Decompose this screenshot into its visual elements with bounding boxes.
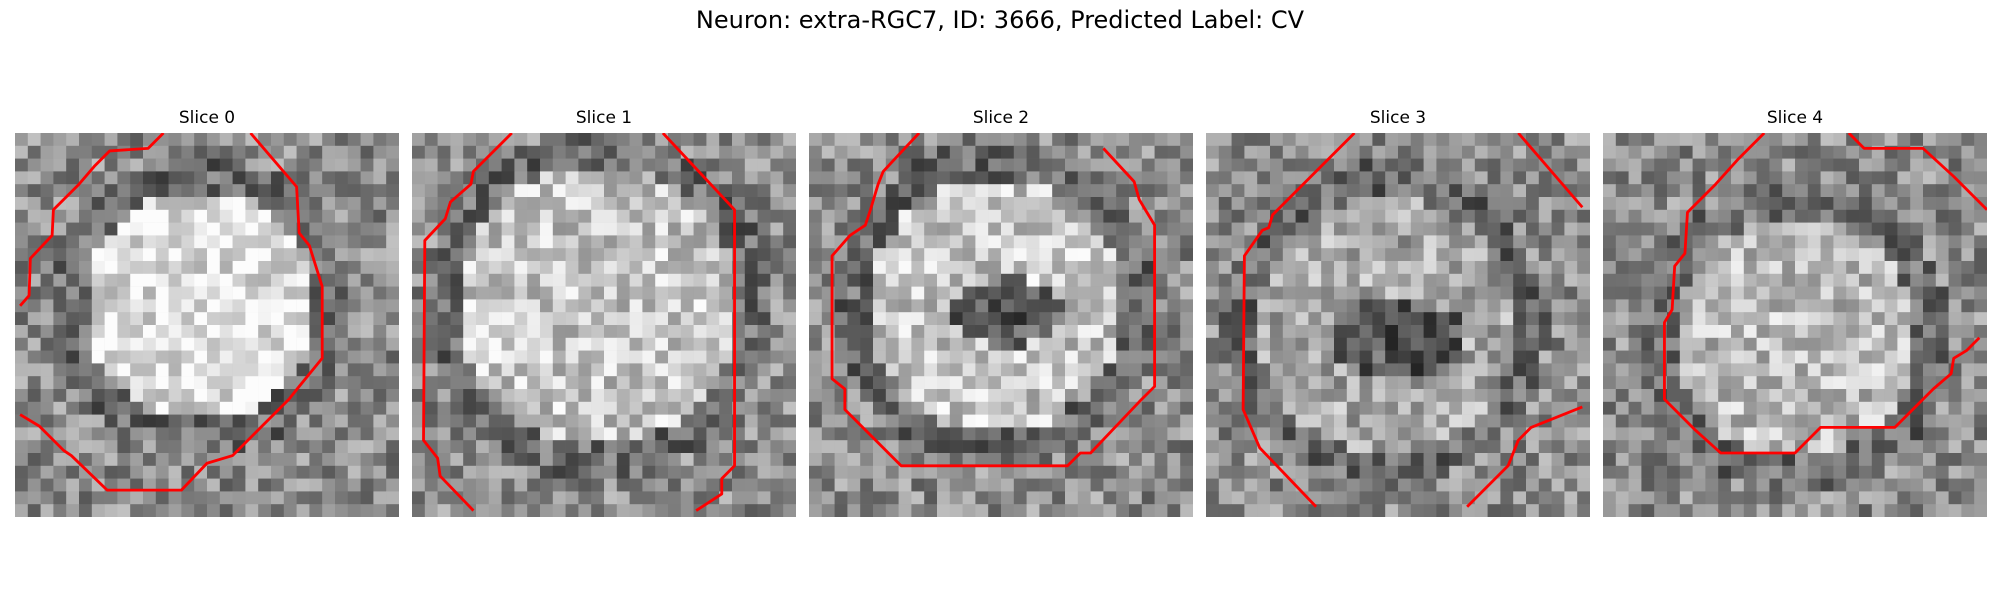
slice-title-4: Slice 4 — [1603, 108, 1987, 128]
slice-image-4 — [1603, 133, 1987, 517]
slice-title-0: Slice 0 — [15, 108, 399, 128]
slice-image-1 — [412, 133, 796, 517]
slice-title-2: Slice 2 — [809, 108, 1193, 128]
slice-title-1: Slice 1 — [412, 108, 796, 128]
figure-title: Neuron: extra-RGC7, ID: 3666, Predicted … — [0, 6, 2000, 34]
slice-title-3: Slice 3 — [1206, 108, 1590, 128]
slice-image-3 — [1206, 133, 1590, 517]
slice-image-2 — [809, 133, 1193, 517]
slice-image-0 — [15, 133, 399, 517]
